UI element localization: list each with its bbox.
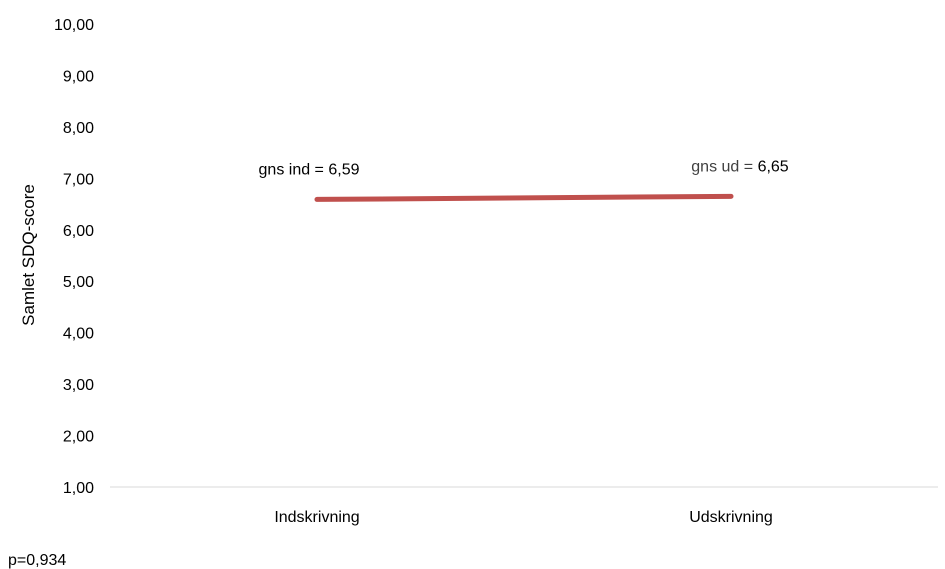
y-tick-label: 5,00 bbox=[63, 274, 94, 291]
data-label-prefix: gns ind = bbox=[259, 161, 329, 178]
y-tick-label: 10,00 bbox=[54, 17, 94, 34]
p-value-footnote: p=0,934 bbox=[8, 552, 66, 569]
y-tick-label: 6,00 bbox=[63, 223, 94, 240]
y-tick-label: 3,00 bbox=[63, 377, 94, 394]
annotations: gns ind = 6,59 gns ud = 6,65 bbox=[259, 158, 789, 178]
series-line bbox=[314, 193, 734, 202]
data-label-prefix: gns ud = bbox=[691, 158, 757, 175]
data-label-value: 6,59 bbox=[328, 161, 359, 178]
y-tick-label: 7,00 bbox=[63, 171, 94, 188]
data-label-value: 6,65 bbox=[758, 158, 789, 175]
series-group bbox=[314, 193, 734, 202]
y-tick-label: 1,00 bbox=[63, 480, 94, 497]
x-category-label: Indskrivning bbox=[274, 509, 359, 526]
y-axis-ticks: 1,00 2,00 3,00 4,00 5,00 6,00 7,00 8,00 9,00 10,0… bbox=[54, 17, 94, 497]
x-axis-categories: Indskrivning Udskrivning bbox=[274, 509, 772, 526]
y-tick-label: 4,00 bbox=[63, 326, 94, 343]
x-category-label: Udskrivning bbox=[689, 509, 773, 526]
y-tick-label: 8,00 bbox=[63, 120, 94, 137]
y-tick-label: 2,00 bbox=[63, 429, 94, 446]
y-axis-title: Samlet SDQ-score bbox=[19, 184, 38, 326]
data-label: gns ind = 6,59 bbox=[259, 161, 360, 178]
y-tick-label: 9,00 bbox=[63, 68, 94, 85]
data-label: gns ud = 6,65 bbox=[691, 158, 789, 175]
